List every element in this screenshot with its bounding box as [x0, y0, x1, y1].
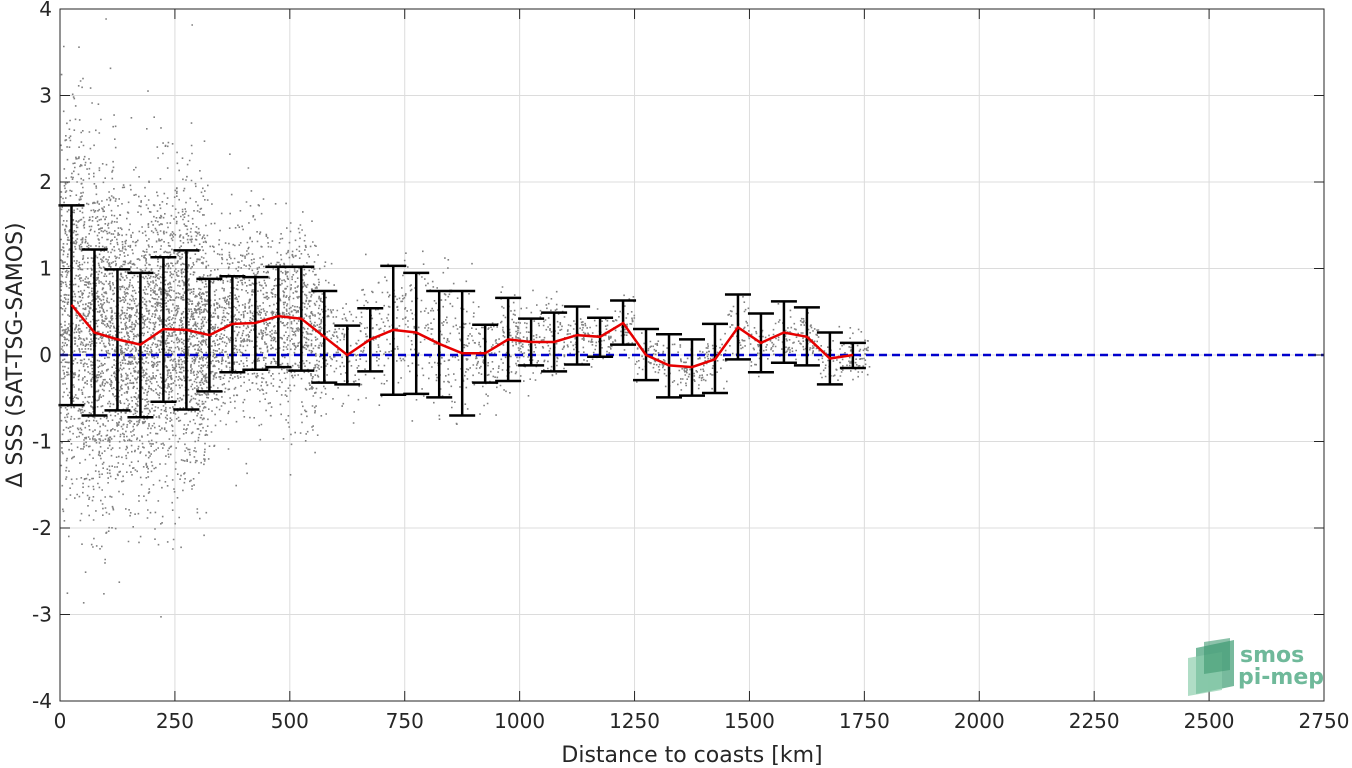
y-tick-label: 3 [39, 84, 52, 108]
logo-line2: pi-mep [1238, 665, 1324, 690]
y-tick-label: -4 [32, 689, 52, 713]
x-tick-label: 250 [156, 709, 194, 733]
x-tick-label: 2250 [1069, 709, 1120, 733]
x-tick-label: 2500 [1184, 709, 1235, 733]
scatter-points [60, 18, 871, 618]
x-tick-label: 1500 [724, 709, 775, 733]
axis-ticks: 0 250 500 750 1000 1250 1500 1750 2000 2250 2500 27… [32, 0, 1349, 733]
x-tick-label: 1250 [609, 709, 660, 733]
x-tick-label: 750 [386, 709, 424, 733]
x-tick-label: 1750 [839, 709, 890, 733]
y-tick-label: -1 [32, 430, 52, 454]
logo-mark-icon [1188, 638, 1234, 696]
mean-line [70, 304, 854, 369]
scatter-cloud [60, 18, 871, 618]
y-tick-label: 0 [39, 343, 52, 367]
x-axis-label: Distance to coasts [km] [561, 743, 822, 768]
y-tick-label: -3 [32, 603, 52, 627]
y-tick-label: -2 [32, 516, 52, 540]
logo-line1: smos [1240, 643, 1304, 668]
y-tick-label: 2 [39, 170, 52, 194]
y-tick-label: 4 [39, 0, 52, 21]
x-tick-label: 500 [271, 709, 309, 733]
x-tick-label: 1000 [494, 709, 545, 733]
smos-pimep-logo: smos pi-mep [1188, 638, 1324, 696]
x-tick-label: 2750 [1299, 709, 1350, 733]
y-axis-label: Δ SSS (SAT-TSG-SAMOS) [3, 222, 28, 487]
y-tick-label: 1 [39, 257, 52, 281]
x-tick-label: 2000 [954, 709, 1005, 733]
x-tick-label: 0 [54, 709, 67, 733]
mean-line-group [70, 304, 854, 369]
